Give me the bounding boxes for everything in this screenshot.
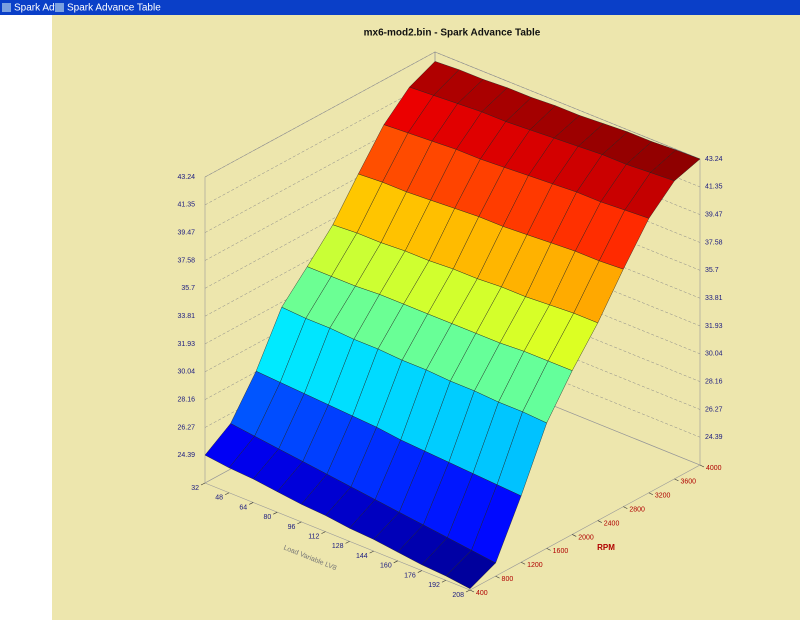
y-tick [546, 548, 551, 551]
y-tick-label: 400 [476, 590, 488, 597]
x-tick [321, 531, 326, 534]
y-tick-label: 3600 [680, 479, 696, 486]
z-tick-label: 37.58 [177, 257, 195, 264]
x-tick-label: 144 [356, 553, 368, 560]
y-tick-label: 2800 [629, 507, 645, 514]
x-tick [417, 570, 422, 573]
y-tick [495, 575, 500, 579]
x-tick-label: 192 [428, 582, 440, 589]
y-tick [469, 589, 475, 593]
y-tick-label: 800 [502, 576, 514, 583]
z-tick-label: 28.16 [177, 396, 195, 403]
y-tick [699, 464, 705, 468]
x-tick-label: 112 [308, 533, 319, 540]
y-tick-label: 4000 [706, 465, 722, 472]
y-tick [674, 478, 679, 482]
title-bar [0, 0, 800, 15]
z-tick-label: 33.81 [705, 295, 723, 302]
x-tick [200, 482, 206, 486]
y-tick-label: 2000 [578, 534, 594, 541]
plot: 24.39 24.39 26.27 26.27 28.16 28.16 30.04 30.04… [177, 51, 723, 599]
z-tick-label: 26.27 [177, 424, 195, 431]
z-tick-label: 35.7 [705, 267, 719, 274]
tab-icon [55, 3, 64, 12]
z-tick-label: 41.35 [705, 184, 723, 191]
z-tick-label: 28.16 [705, 378, 723, 385]
surface-cell [445, 550, 496, 589]
grid-line [204, 51, 701, 178]
x-tick-label: 64 [239, 504, 247, 511]
z-tick-label: 30.04 [705, 351, 723, 358]
tab-icon [2, 3, 11, 12]
x-tick [273, 511, 278, 515]
y-tick [623, 506, 628, 509]
z-tick-label: 43.24 [705, 156, 723, 163]
y-tick [648, 492, 654, 496]
x-tick [297, 521, 302, 525]
tab-title[interactable]: Spark Advance Table [67, 3, 161, 14]
z-tick-label: 24.39 [177, 452, 195, 459]
x-tick [369, 550, 374, 554]
x-tick-label: 32 [191, 485, 199, 492]
y-tick [572, 534, 577, 537]
x-tick-label: 160 [380, 563, 392, 570]
x-tick-label: 80 [263, 514, 271, 521]
z-tick-label: 35.7 [181, 285, 195, 292]
z-tick-label: 39.47 [705, 211, 723, 218]
y-tick-label: 1600 [553, 548, 569, 555]
x-tick-label: 48 [215, 495, 223, 502]
y-axis-label: RPM [597, 543, 615, 552]
tab-title[interactable]: Spark Adv [14, 3, 60, 14]
x-tick-label: 96 [288, 524, 296, 531]
z-tick-label: 31.93 [705, 323, 723, 330]
x-tick [465, 589, 471, 593]
z-tick-label: 37.58 [705, 239, 723, 246]
z-tick-label: 43.24 [177, 174, 195, 181]
x-tick-label: 176 [404, 572, 416, 579]
x-tick [345, 541, 350, 544]
chart-title: mx6-mod2.bin - Spark Advance Table [364, 28, 541, 39]
y-tick [597, 520, 602, 523]
x-tick-label: 208 [452, 592, 464, 599]
z-tick-label: 30.04 [177, 369, 195, 376]
x-tick [441, 580, 447, 583]
z-tick-label: 33.81 [177, 313, 195, 320]
z-tick-label: 31.93 [177, 341, 195, 348]
y-tick-label: 2400 [604, 520, 620, 527]
x-tick-label: 128 [332, 543, 344, 550]
y-tick-label: 1200 [527, 562, 543, 569]
z-tick-label: 26.27 [705, 406, 723, 413]
y-tick [520, 561, 526, 565]
x-tick [249, 502, 254, 505]
z-tick-label: 41.35 [177, 202, 195, 209]
z-tick-label: 24.39 [705, 434, 723, 441]
y-tick-label: 3200 [655, 493, 671, 500]
x-tick [393, 560, 398, 564]
x-tick [224, 492, 230, 495]
z-tick-label: 39.47 [177, 229, 195, 236]
